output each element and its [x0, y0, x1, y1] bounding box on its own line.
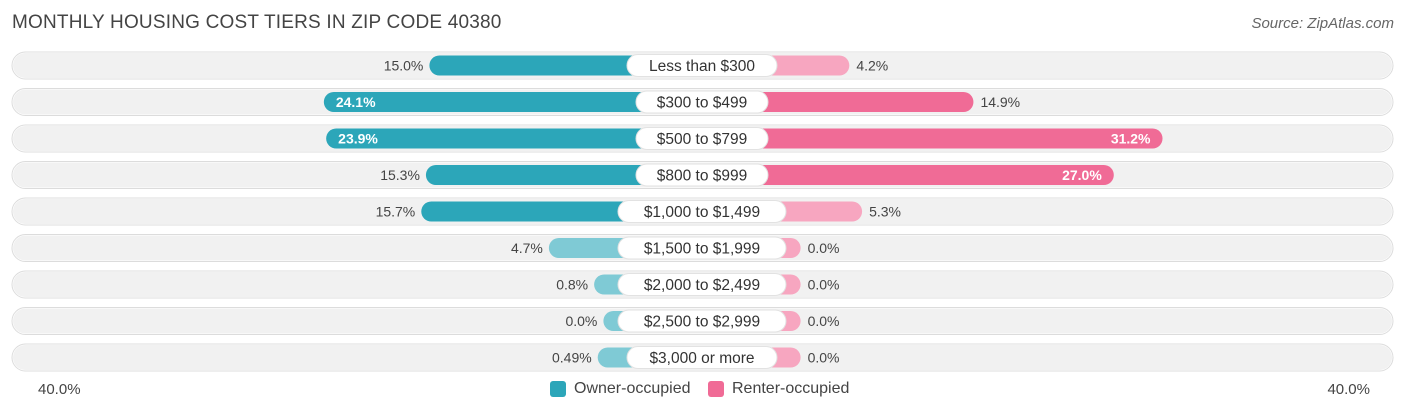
owner-value-label: 23.9% [338, 131, 378, 147]
chart-title: MONTHLY HOUSING COST TIERS IN ZIP CODE 4… [12, 12, 502, 33]
category-label: $2,500 to $2,999 [644, 314, 760, 331]
category-label: $300 to $499 [657, 95, 748, 112]
owner-value-label: 0.49% [552, 350, 592, 366]
owner-bar [425, 165, 702, 185]
category-label: $2,000 to $2,499 [644, 277, 760, 294]
legend-label-renter: Renter-occupied [732, 380, 850, 397]
renter-value-label: 0.0% [808, 240, 840, 256]
owner-value-label: 0.0% [565, 313, 597, 329]
axis-right-label: 40.0% [1327, 381, 1370, 398]
legend-item-owner: Owner-occupied [550, 380, 691, 398]
category-label: $1,500 to $1,999 [644, 241, 760, 258]
owner-value-label: 15.3% [380, 167, 420, 183]
category-label-bg [635, 90, 769, 114]
renter-bar [702, 92, 974, 112]
owner-value-label: 24.1% [336, 94, 376, 110]
category-label-bg [617, 273, 787, 296]
renter-value-label: 0.0% [808, 277, 840, 293]
category-label-bg [635, 163, 769, 187]
owner-value-label: 0.8% [556, 277, 588, 293]
category-label: $1,000 to $1,499 [644, 204, 760, 221]
category-label: $3,000 or more [649, 350, 754, 367]
owner-value-label: 15.0% [384, 58, 424, 74]
renter-value-label: 27.0% [1062, 167, 1102, 183]
category-label-bg [617, 309, 787, 333]
owner-bar [323, 92, 702, 112]
owner-value-label: 4.7% [511, 240, 543, 256]
category-label-bg [626, 54, 778, 77]
category-label: $800 to $999 [657, 168, 748, 185]
chart-source: Source: ZipAtlas.com [1251, 15, 1394, 32]
renter-bar [702, 165, 1114, 185]
owner-bar [326, 128, 702, 149]
legend: Owner-occupied Renter-occupied [0, 380, 1406, 402]
renter-value-label: 14.9% [980, 94, 1020, 110]
legend-swatch-owner [550, 381, 566, 397]
chart-area: 15.0% 4.2% Less than $300 24.1% 14.9% $300 to… [11, 51, 1394, 372]
renter-value-label: 31.2% [1111, 131, 1151, 147]
renter-value-label: 4.2% [856, 58, 888, 74]
renter-value-label: 0.0% [808, 350, 840, 366]
renter-value-label: 5.3% [869, 204, 901, 220]
legend-label-owner: Owner-occupied [574, 380, 691, 397]
renter-value-label: 0.0% [808, 313, 840, 329]
legend-swatch-renter [708, 381, 724, 397]
owner-value-label: 15.7% [376, 204, 416, 220]
category-label-bg [626, 346, 778, 369]
category-label: $500 to $799 [657, 131, 748, 148]
category-label: Less than $300 [649, 58, 755, 75]
renter-bar [702, 128, 1163, 149]
legend-item-renter: Renter-occupied [708, 380, 849, 398]
category-label-bg [617, 200, 787, 223]
category-label-bg [617, 236, 787, 260]
axis-left-label: 40.0% [38, 381, 81, 398]
category-label-bg [635, 127, 769, 150]
